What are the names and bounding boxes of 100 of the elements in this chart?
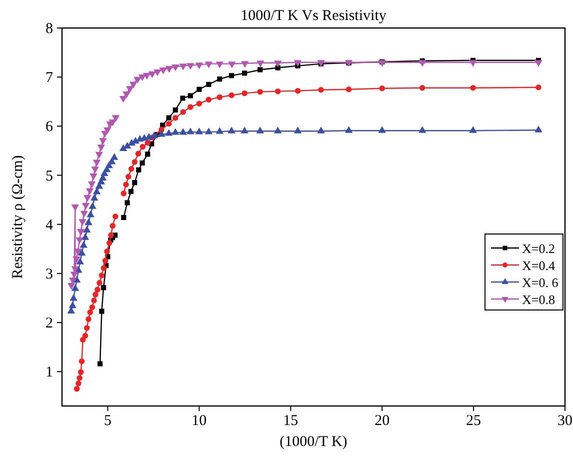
- point: [166, 120, 172, 127]
- point: [294, 126, 302, 134]
- point: [98, 272, 105, 278]
- point: [108, 232, 114, 238]
- point: [216, 127, 224, 134]
- point: [346, 86, 352, 92]
- point: [469, 60, 477, 67]
- point: [120, 190, 127, 196]
- point: [216, 94, 223, 100]
- point: [76, 229, 85, 236]
- y-tick-label: 4: [46, 217, 54, 234]
- chart-title: 1000/T K Vs Resistivity: [240, 8, 387, 24]
- point: [129, 82, 138, 88]
- point: [165, 66, 174, 73]
- point: [378, 60, 386, 67]
- point: [154, 69, 162, 76]
- legend-label: X=0. 6: [522, 275, 559, 290]
- x-tick-label: 30: [558, 413, 572, 429]
- point: [134, 76, 142, 84]
- point: [92, 160, 101, 166]
- point: [76, 258, 84, 264]
- point: [379, 86, 385, 92]
- point: [294, 88, 301, 94]
- x-tick-label: 25: [466, 413, 482, 429]
- point: [100, 285, 106, 290]
- point: [112, 115, 120, 122]
- point: [317, 126, 325, 134]
- point: [99, 308, 104, 314]
- point: [72, 256, 80, 264]
- point: [84, 325, 90, 331]
- point: [186, 63, 194, 70]
- point: [204, 128, 213, 134]
- point: [180, 109, 186, 115]
- point: [96, 280, 102, 286]
- point: [70, 272, 78, 278]
- point: [274, 126, 282, 134]
- point: [103, 127, 112, 134]
- point: [136, 167, 142, 172]
- point: [195, 62, 204, 70]
- point: [80, 241, 88, 248]
- point: [206, 82, 212, 88]
- y-axis-title: Resistivity ρ (Ω-cm): [10, 155, 26, 279]
- point: [196, 86, 202, 92]
- point: [318, 86, 324, 93]
- legend-label: X=0.2: [522, 241, 555, 256]
- point: [179, 64, 187, 70]
- point: [159, 67, 168, 74]
- point: [78, 369, 84, 375]
- point: [91, 298, 97, 304]
- point: [76, 375, 82, 381]
- y-tick-label: 3: [46, 266, 53, 282]
- point: [534, 126, 542, 132]
- point: [83, 226, 91, 232]
- point: [536, 84, 542, 90]
- point: [124, 200, 130, 206]
- point: [90, 194, 98, 201]
- point: [180, 96, 186, 101]
- point: [242, 70, 248, 76]
- point: [70, 294, 78, 301]
- point: [158, 130, 166, 137]
- point: [256, 60, 264, 68]
- point: [216, 62, 224, 68]
- point: [110, 153, 118, 160]
- point: [145, 133, 153, 140]
- point: [71, 284, 80, 291]
- point: [122, 92, 130, 98]
- point: [86, 316, 92, 322]
- x-axis-title: (1000/T K): [280, 434, 348, 450]
- point: [95, 152, 104, 159]
- y-tick-label: 5: [46, 168, 53, 184]
- point: [86, 188, 94, 195]
- point: [112, 214, 118, 220]
- point: [91, 166, 99, 174]
- point: [78, 248, 86, 256]
- point: [145, 152, 150, 157]
- point: [84, 218, 92, 226]
- x-tick-label: 10: [192, 413, 207, 429]
- point: [172, 128, 180, 135]
- x-tick-label: 20: [374, 413, 390, 429]
- point: [275, 65, 280, 70]
- point: [88, 202, 96, 209]
- point: [87, 309, 94, 316]
- point: [206, 96, 212, 103]
- point: [418, 60, 426, 67]
- point: [188, 93, 193, 98]
- point: [128, 166, 134, 172]
- y-tick-label: 7: [46, 70, 54, 86]
- point: [188, 104, 194, 110]
- point: [257, 88, 263, 95]
- point: [119, 96, 128, 103]
- point: [294, 60, 302, 67]
- y-tick-label: 6: [46, 119, 54, 136]
- point: [74, 386, 80, 392]
- point: [172, 114, 178, 121]
- point: [241, 61, 249, 68]
- point: [78, 358, 85, 364]
- point: [274, 88, 281, 94]
- point: [88, 181, 96, 188]
- point: [229, 73, 234, 78]
- point: [135, 150, 142, 157]
